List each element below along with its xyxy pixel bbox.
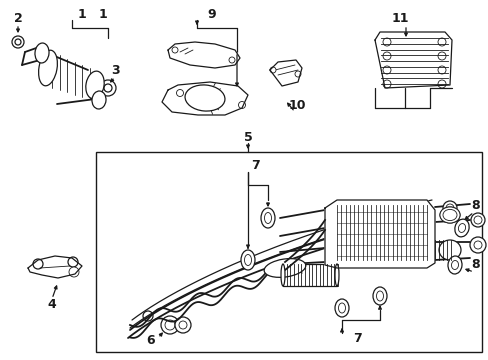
Ellipse shape <box>244 255 251 266</box>
Circle shape <box>269 67 275 73</box>
Circle shape <box>382 52 390 60</box>
Polygon shape <box>269 60 302 86</box>
Ellipse shape <box>35 43 49 63</box>
Ellipse shape <box>438 240 460 260</box>
Circle shape <box>445 204 453 212</box>
Text: 11: 11 <box>390 12 408 24</box>
Circle shape <box>473 241 481 249</box>
Text: 8: 8 <box>471 258 479 271</box>
Text: 4: 4 <box>47 298 56 311</box>
Circle shape <box>15 39 21 45</box>
Circle shape <box>12 36 24 48</box>
Ellipse shape <box>241 250 254 270</box>
Circle shape <box>172 47 178 53</box>
Ellipse shape <box>442 210 456 221</box>
Polygon shape <box>168 42 240 68</box>
Circle shape <box>437 52 445 60</box>
Polygon shape <box>28 256 82 278</box>
Circle shape <box>437 66 445 74</box>
Ellipse shape <box>454 219 468 237</box>
Text: 10: 10 <box>287 99 305 112</box>
Polygon shape <box>162 82 247 115</box>
Circle shape <box>179 321 186 329</box>
Polygon shape <box>374 32 451 88</box>
Ellipse shape <box>264 258 305 277</box>
Ellipse shape <box>184 85 224 111</box>
Ellipse shape <box>338 303 345 313</box>
Circle shape <box>473 216 481 224</box>
Ellipse shape <box>334 299 348 317</box>
Circle shape <box>142 311 153 321</box>
Circle shape <box>161 316 179 334</box>
Ellipse shape <box>376 291 383 301</box>
Circle shape <box>68 257 78 267</box>
Text: 3: 3 <box>110 63 119 77</box>
Circle shape <box>164 320 175 330</box>
Circle shape <box>437 38 445 46</box>
Text: 7: 7 <box>250 158 259 171</box>
Circle shape <box>69 267 79 277</box>
Text: 6: 6 <box>146 333 155 346</box>
Ellipse shape <box>334 264 338 286</box>
Text: 7: 7 <box>353 332 362 345</box>
Circle shape <box>175 317 191 333</box>
Text: 5: 5 <box>243 131 252 144</box>
Circle shape <box>33 259 43 269</box>
Ellipse shape <box>281 264 285 286</box>
Ellipse shape <box>439 207 459 223</box>
Ellipse shape <box>39 50 57 86</box>
Text: 8: 8 <box>471 198 479 212</box>
Ellipse shape <box>447 256 461 274</box>
Ellipse shape <box>261 208 274 228</box>
Circle shape <box>176 90 183 96</box>
Text: 1: 1 <box>78 8 86 21</box>
Circle shape <box>228 57 235 63</box>
Text: 2: 2 <box>14 12 22 24</box>
Bar <box>96 152 481 352</box>
Circle shape <box>382 80 390 88</box>
Circle shape <box>469 237 485 253</box>
Text: 1: 1 <box>99 8 107 21</box>
Ellipse shape <box>264 212 271 224</box>
Text: 9: 9 <box>207 8 216 21</box>
Circle shape <box>437 80 445 88</box>
Circle shape <box>382 38 390 46</box>
Ellipse shape <box>85 71 104 99</box>
Circle shape <box>382 66 390 74</box>
Circle shape <box>442 201 456 215</box>
Circle shape <box>238 102 245 108</box>
Ellipse shape <box>92 91 106 109</box>
Ellipse shape <box>450 261 458 270</box>
Circle shape <box>100 80 116 96</box>
Circle shape <box>104 84 112 92</box>
Circle shape <box>294 71 301 77</box>
Ellipse shape <box>372 287 386 305</box>
Polygon shape <box>325 200 434 268</box>
Ellipse shape <box>457 224 465 233</box>
Ellipse shape <box>439 207 459 223</box>
Circle shape <box>470 213 484 227</box>
